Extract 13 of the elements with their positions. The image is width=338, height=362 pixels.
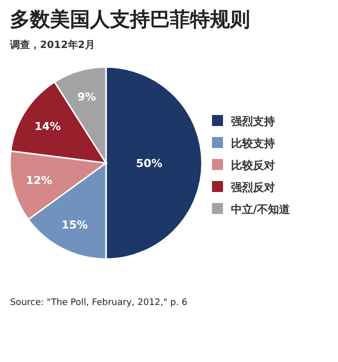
- data-label: 12%: [26, 174, 52, 188]
- legend-label: 强烈支持: [231, 115, 275, 128]
- chart-subtitle: 调查，2012年2月: [10, 38, 95, 52]
- source-note: Source: "The Poll, February, 2012," p. 6: [10, 298, 188, 308]
- data-label: 15%: [61, 218, 88, 232]
- legend-label: 比较支持: [231, 137, 275, 150]
- legend-label: 强烈反对: [231, 181, 275, 194]
- legend-label: 比较反对: [231, 159, 275, 172]
- data-label: 50%: [136, 157, 162, 170]
- legend-label: 中立/不知道: [231, 203, 292, 216]
- chart-title: 多数美国人支持巴菲特规则: [10, 6, 250, 33]
- data-label: 9%: [77, 90, 96, 104]
- data-label: 14%: [34, 120, 61, 133]
